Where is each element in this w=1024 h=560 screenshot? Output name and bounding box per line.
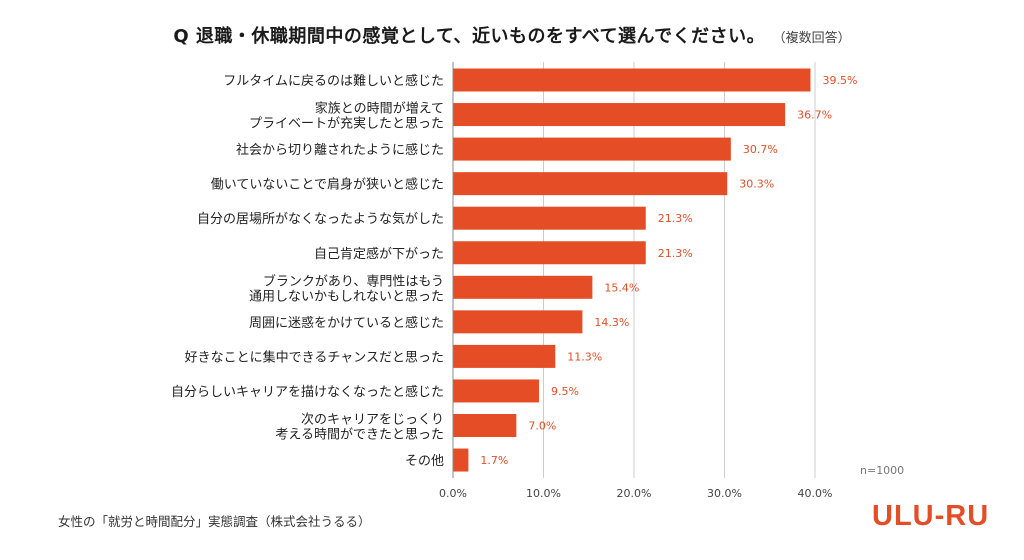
x-tick-label: 10.0% [526, 487, 561, 500]
bar [453, 275, 593, 299]
bar-value-label: 21.3% [658, 247, 693, 260]
bar [453, 103, 786, 127]
bar-value-label: 15.4% [604, 281, 639, 294]
chart-title-main: Q 退職・休職期間中の感覚として、近いものをすべて選んでください。 [173, 26, 766, 47]
bar [453, 310, 583, 334]
category-label: 自分の居場所がなくなったような気がした [197, 211, 444, 227]
category-label: 自己肯定感が下がった [314, 246, 444, 262]
bar [453, 414, 517, 437]
category-label: その他 [405, 454, 444, 469]
category-label: 通用しないかもしれないと思った [249, 289, 444, 304]
bar [453, 68, 811, 92]
category-label: 家族との時間が増えて [315, 101, 444, 117]
bar-value-label: 11.3% [567, 350, 602, 363]
source-note: 女性の「就労と時間配分」実態調査（株式会社うるる） [58, 514, 371, 529]
bar [453, 344, 556, 368]
category-label: 考える時間ができたと思った [275, 428, 444, 443]
category-label: フルタイムに戻るのは難しいと感じた [223, 73, 444, 89]
bar-value-label: 30.7% [743, 143, 778, 156]
bar-value-label: 21.3% [658, 212, 693, 225]
bar-value-label: 30.3% [739, 178, 774, 191]
x-tick-label: 0.0% [439, 487, 467, 500]
category-label: ブランクがあり、専門性はもう [263, 273, 444, 289]
x-tick-label: 30.0% [707, 487, 742, 500]
bar-value-label: 39.5% [822, 74, 857, 87]
category-label: 働いていないことで肩身が狭いと感じた [211, 177, 444, 193]
category-label: プライベートが充実したと思った [249, 116, 444, 132]
category-label: 社会から切り離されたように感じた [236, 142, 444, 158]
chart-title: Q 退職・休職期間中の感覚として、近いものをすべて選んでください。 （複数回答） [0, 22, 1024, 48]
bar [453, 206, 646, 230]
x-tick-label: 20.0% [617, 487, 652, 500]
bar-value-label: 1.7% [480, 454, 508, 467]
category-label: 自分らしいキャリアを描けなくなったと感じた [171, 384, 444, 400]
x-tick-label: 40.0% [798, 487, 833, 500]
chart-title-sub: （複数回答） [779, 31, 851, 46]
category-label: 好きなことに集中できるチャンスだと思った [185, 349, 444, 365]
bar-value-label: 9.5% [551, 385, 579, 398]
bar-value-label: 14.3% [594, 316, 629, 329]
bar-value-label: 36.7% [797, 109, 832, 122]
bar [453, 379, 539, 403]
category-label: 周囲に迷惑をかけていると感じた [249, 315, 444, 331]
bar [453, 241, 646, 265]
bar-value-label: 7.0% [528, 420, 556, 433]
category-label: 次のキャリアをじっくり [301, 412, 444, 428]
bar [453, 448, 469, 472]
bar [453, 172, 728, 196]
bar [453, 137, 731, 161]
brand-logo: ULU-RU [872, 500, 990, 532]
sample-size-note: n=1000 [860, 464, 904, 477]
